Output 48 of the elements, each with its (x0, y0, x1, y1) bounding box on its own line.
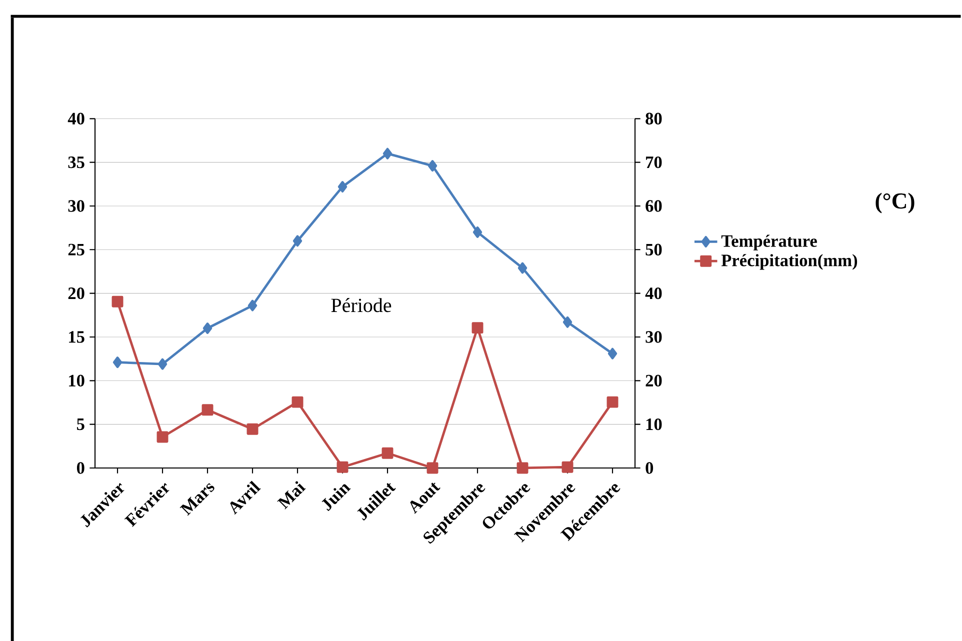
point (112, 296, 124, 308)
point (112, 356, 122, 368)
point (246, 423, 258, 435)
y-tick-label: 0 (76, 462, 84, 474)
y2-tick-label: 40 (645, 287, 662, 300)
point (472, 226, 482, 238)
text: (°C) (876, 192, 914, 214)
point (156, 431, 168, 443)
y-tick-label: 40 (68, 112, 84, 124)
point (428, 160, 438, 172)
y-tick-label: 30 (68, 200, 84, 212)
point (608, 348, 618, 360)
point (382, 148, 392, 160)
point (562, 316, 572, 328)
point (158, 358, 168, 370)
legend-label: Précipitation(mm) (721, 254, 858, 270)
point (202, 322, 212, 334)
y2-tick-label: 10 (646, 418, 662, 430)
point (202, 404, 214, 416)
y2-tick-label: 30 (646, 331, 662, 343)
point (516, 462, 528, 474)
legend-label: Température (721, 234, 817, 250)
y2-tick-label: 70 (646, 156, 662, 168)
point (336, 461, 348, 473)
point (292, 235, 302, 247)
y-tick-label: 10 (69, 374, 84, 386)
y2-tick-label: 20 (646, 374, 662, 386)
y-tick-label: 15 (69, 331, 84, 343)
point (338, 181, 348, 193)
y-tick-label: 20 (68, 287, 84, 300)
y-tick-label: 5 (76, 418, 84, 430)
point (248, 300, 258, 312)
x-tick-label: Juin (322, 484, 351, 512)
y2-tick-label: 50 (646, 244, 662, 256)
point (292, 396, 304, 408)
y-tick-label: 35 (68, 156, 84, 168)
point (382, 447, 394, 459)
y-tick-label: 25 (68, 244, 84, 256)
point (426, 462, 438, 474)
x-tick-label: Mai (277, 481, 306, 510)
y2-tick-label: 0 (646, 462, 654, 474)
y2-tick-label: 60 (646, 200, 662, 212)
point (562, 461, 574, 473)
x-axis-title: Période (331, 298, 392, 312)
point (606, 396, 618, 408)
point (518, 262, 528, 274)
point (472, 322, 484, 334)
y2-tick-label: 80 (646, 112, 662, 124)
